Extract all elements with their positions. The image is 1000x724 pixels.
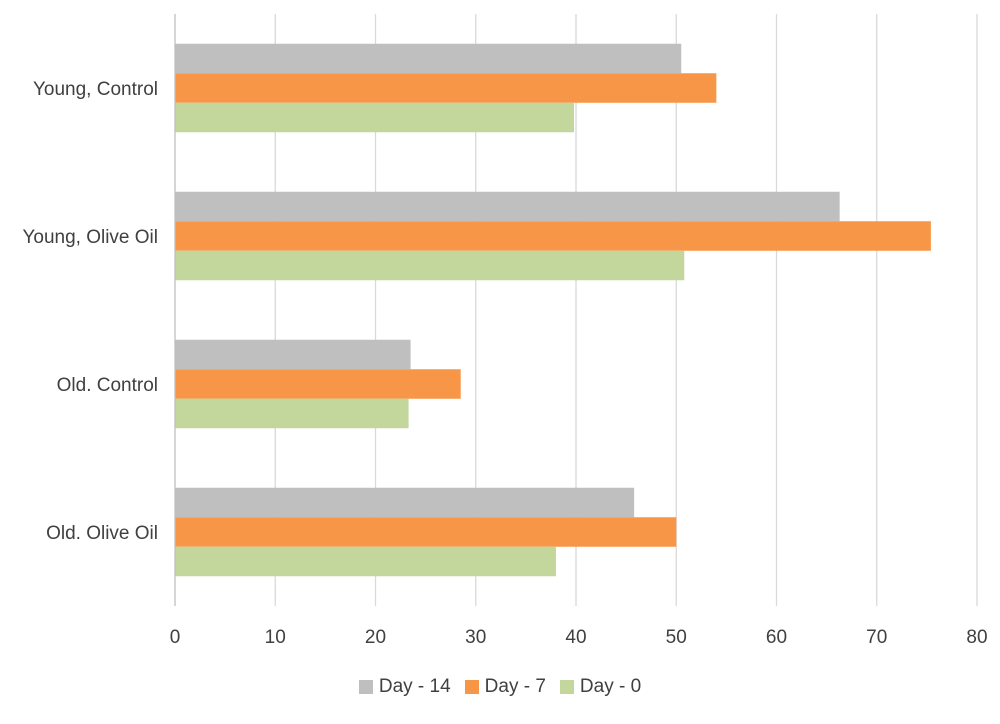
bar-day-14: [175, 191, 840, 222]
legend-label-day-0: Day - 0: [579, 676, 642, 697]
legend: Day - 14 Day - 7 Day - 0: [0, 676, 1000, 698]
bar-day-14: [175, 487, 635, 518]
bar-day-14: [175, 43, 682, 74]
bar-day-7: [175, 517, 677, 547]
legend-swatch-day-0: [559, 680, 574, 694]
bar-day-0: [175, 102, 574, 133]
legend-item-day-0: Day - 0: [559, 676, 642, 698]
x-tick-label: 10: [265, 627, 286, 648]
legend-item-day-7: Day - 7: [464, 676, 546, 698]
x-tick-label: 20: [365, 627, 386, 648]
bar-day-0: [175, 250, 685, 281]
y-category-label: Old. Olive Oil: [46, 523, 158, 544]
bar-day-0: [175, 546, 556, 577]
y-category-label: Young, Control: [33, 79, 158, 100]
bar-day-7: [175, 221, 931, 251]
bars: [175, 43, 931, 577]
x-tick-label: 70: [866, 627, 887, 648]
x-tick-label: 80: [966, 627, 987, 648]
y-category-label: Old. Control: [57, 375, 158, 396]
y-category-label: Young, Olive Oil: [22, 227, 158, 248]
x-tick-label: 60: [766, 627, 787, 648]
x-tick-label: 0: [170, 627, 181, 648]
bar-day-0: [175, 398, 409, 429]
legend-swatch-day-7: [464, 680, 479, 694]
bar-day-14: [175, 339, 411, 370]
x-tick-label: 40: [565, 627, 586, 648]
x-tick-label: 30: [465, 627, 486, 648]
legend-swatch-day-14: [358, 680, 373, 694]
legend-label-day-7: Day - 7: [484, 676, 546, 697]
legend-item-day-14: Day - 14: [358, 676, 451, 698]
legend-label-day-14: Day - 14: [378, 676, 451, 697]
axes: 0 10 20 30 40 50 60 70 80 Young, Control Young, Ol…: [22, 14, 988, 648]
bar-day-7: [175, 369, 461, 399]
x-tick-label: 50: [666, 627, 687, 648]
bar-day-7: [175, 73, 717, 103]
